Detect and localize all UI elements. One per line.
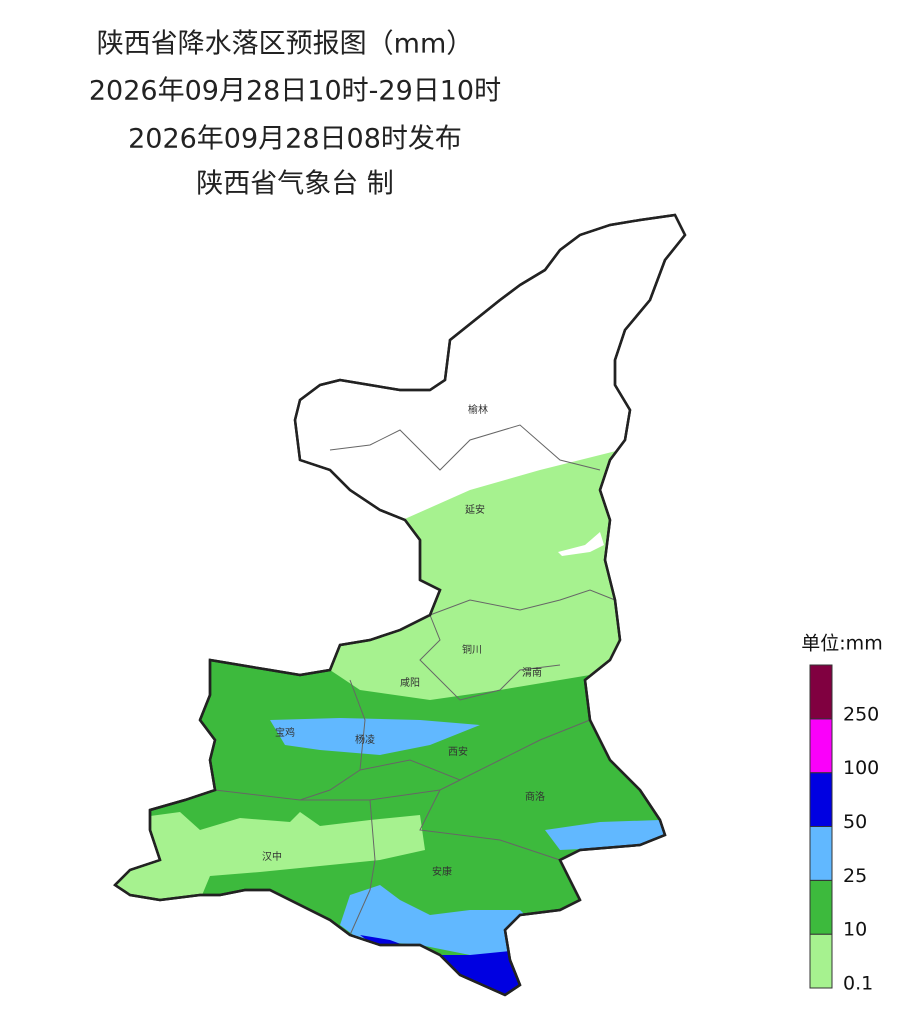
- issued: 2026年09月28日08时发布: [128, 124, 462, 155]
- border: [214, 679, 366, 801]
- city-label: 铜川: [462, 644, 482, 656]
- legend-swatch: [809, 826, 833, 881]
- border: [329, 424, 601, 471]
- city-label: 商洛: [525, 790, 545, 803]
- city-label: 延安: [465, 503, 485, 516]
- legend-swatch: [809, 664, 833, 720]
- legend-label: 50: [843, 811, 867, 833]
- city-label: 汉中: [262, 850, 282, 863]
- legend-label: 25: [843, 865, 867, 887]
- area-light-green-south: [115, 812, 425, 900]
- city-label: 西安: [448, 745, 468, 758]
- legend-label: 100: [843, 757, 879, 779]
- legend-swatch: [809, 718, 833, 774]
- city-borders: [214, 424, 616, 936]
- legend: 单位:mm 0.1 10 25 50 100 250: [801, 633, 882, 995]
- area-blue-east: [545, 820, 670, 850]
- producer: 陕西省气象台 制: [196, 169, 394, 200]
- city-label: 渭南: [522, 666, 542, 679]
- border: [419, 614, 561, 701]
- legend-label: 0.1: [843, 973, 873, 995]
- title: 陕西省降水落区预报图（mm）: [97, 29, 474, 60]
- city-label: 杨凌: [355, 733, 375, 746]
- province-outline: [113, 213, 687, 997]
- legend-label: 10: [843, 919, 867, 941]
- legend-title: 单位:mm: [801, 633, 882, 655]
- area-white-patch: [558, 532, 604, 556]
- legend-swatch: [809, 933, 833, 989]
- city-label: 咸阳: [400, 677, 420, 689]
- border: [359, 719, 591, 781]
- city-label: 宝鸡: [275, 726, 295, 739]
- border: [429, 589, 616, 616]
- legend-swatch: [809, 879, 833, 935]
- legend-label: 250: [843, 703, 879, 725]
- city-label: 榆林: [468, 403, 488, 416]
- city-label: 安康: [432, 865, 452, 878]
- border: [300, 779, 461, 801]
- legend-swatch: [809, 772, 833, 828]
- border: [349, 799, 376, 936]
- period: 2026年09月28日10时-29日10时: [89, 76, 501, 107]
- area-blue-north: [270, 718, 480, 755]
- border: [419, 789, 561, 861]
